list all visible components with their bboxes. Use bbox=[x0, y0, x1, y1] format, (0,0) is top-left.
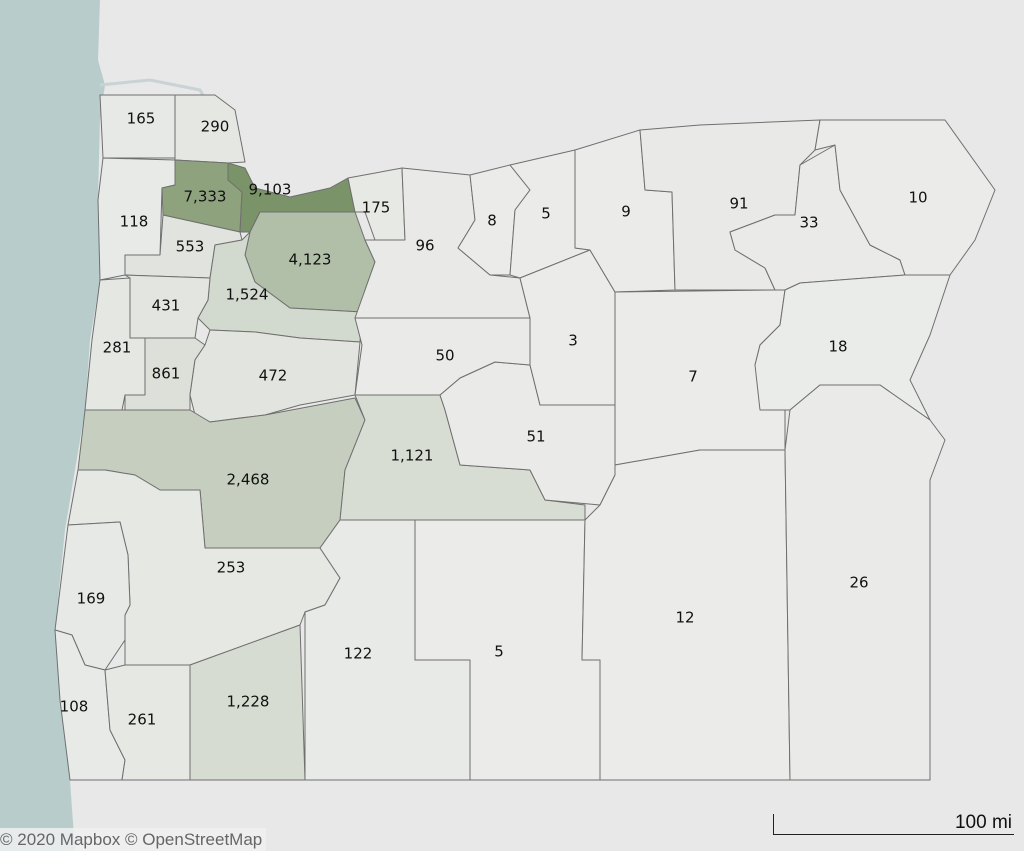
county-value-label: 33 bbox=[799, 214, 818, 232]
county-value-label: 10 bbox=[908, 189, 927, 207]
county-value-label: 7,333 bbox=[184, 188, 227, 206]
county-value-label: 9 bbox=[621, 203, 631, 221]
county-value-label: 51 bbox=[526, 428, 545, 446]
scale-bar-label: 100 mi bbox=[954, 812, 1012, 833]
county-value-label: 1,524 bbox=[226, 286, 269, 304]
county-value-label: 96 bbox=[415, 237, 434, 255]
ocean bbox=[0, 0, 105, 851]
county-value-label: 281 bbox=[103, 339, 132, 357]
county-region[interactable] bbox=[104, 664, 191, 781]
county-value-label: 2,468 bbox=[227, 471, 270, 489]
county-value-label: 9,103 bbox=[249, 181, 292, 199]
county-value-label: 169 bbox=[77, 590, 106, 608]
county-region[interactable] bbox=[519, 249, 616, 406]
county-region[interactable] bbox=[814, 119, 996, 276]
county-value-label: 553 bbox=[176, 238, 205, 256]
county-region[interactable] bbox=[124, 337, 206, 411]
county-value-label: 290 bbox=[201, 118, 230, 136]
county-value-label: 431 bbox=[152, 297, 181, 315]
county-value-label: 108 bbox=[60, 698, 89, 716]
county-value-label: 861 bbox=[152, 365, 181, 383]
county-value-label: 5 bbox=[541, 205, 551, 223]
county-value-label: 261 bbox=[128, 711, 157, 729]
county-value-label: 3 bbox=[568, 332, 578, 350]
county-value-label: 18 bbox=[828, 338, 847, 356]
scale-bar: 100 mi bbox=[773, 812, 1014, 835]
county-value-label: 50 bbox=[435, 347, 454, 365]
county-value-label: 1,121 bbox=[391, 447, 434, 465]
county-value-label: 4,123 bbox=[289, 251, 332, 269]
county-value-label: 122 bbox=[344, 645, 373, 663]
counties-layer bbox=[54, 94, 996, 781]
county-value-label: 8 bbox=[487, 212, 497, 230]
county-value-label: 91 bbox=[729, 195, 748, 213]
county-value-label: 7 bbox=[688, 368, 698, 386]
county-value-label: 5 bbox=[494, 643, 504, 661]
county-value-label: 118 bbox=[120, 213, 149, 231]
county-value-label: 175 bbox=[362, 199, 391, 217]
map-attribution[interactable]: © 2020 Mapbox © OpenStreetMap bbox=[0, 828, 267, 851]
county-region[interactable] bbox=[189, 329, 361, 423]
county-region[interactable] bbox=[784, 384, 946, 781]
county-value-label: 1,228 bbox=[227, 693, 270, 711]
county-value-label: 472 bbox=[259, 367, 288, 385]
county-value-label: 12 bbox=[675, 609, 694, 627]
county-value-label: 253 bbox=[217, 559, 246, 577]
county-value-label: 165 bbox=[127, 110, 156, 128]
county-value-label: 26 bbox=[849, 574, 868, 592]
